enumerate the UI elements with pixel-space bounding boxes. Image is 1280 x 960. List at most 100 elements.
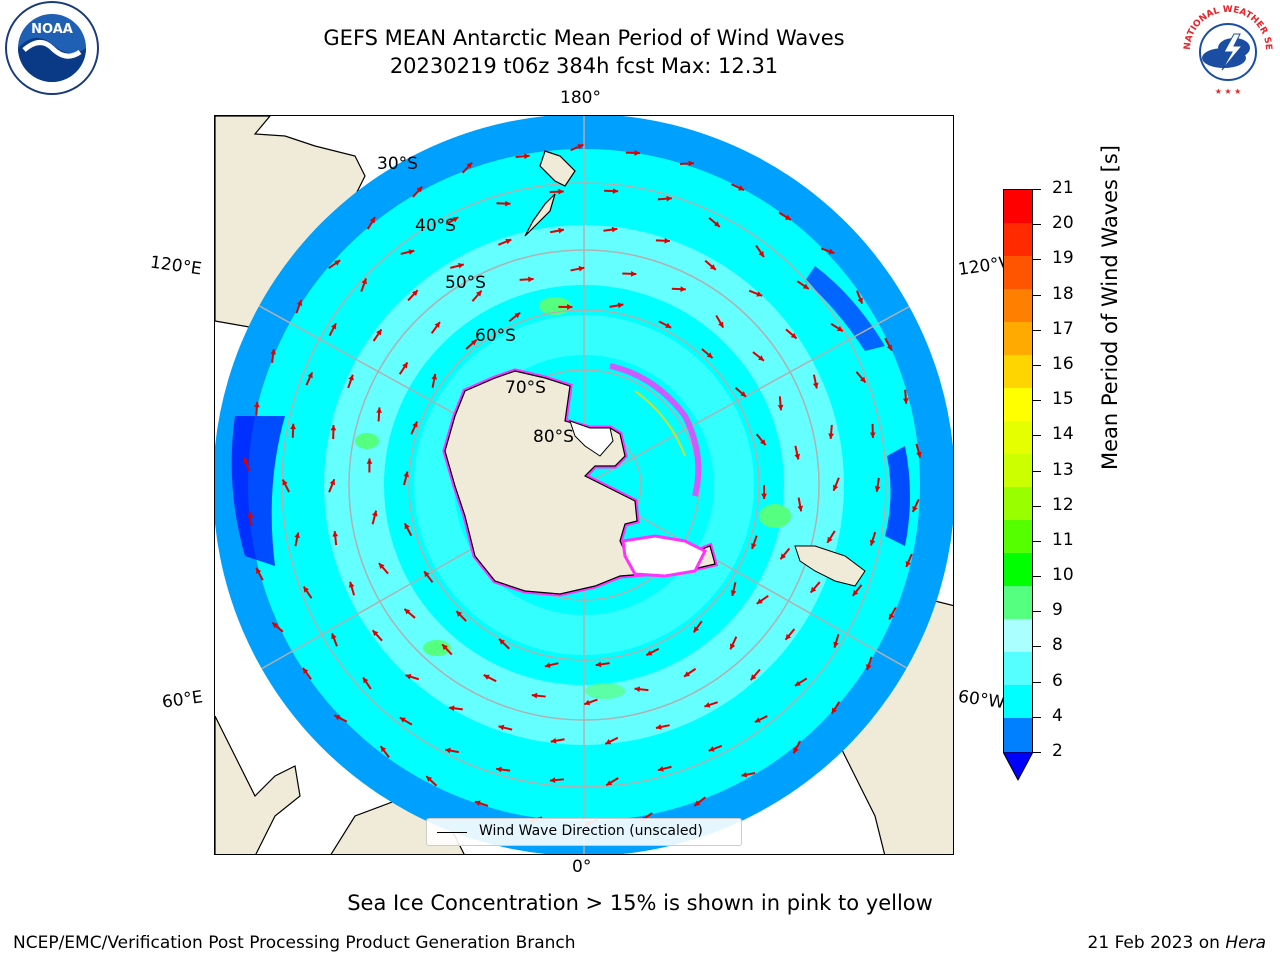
wind-arrow-head: [827, 536, 833, 543]
svg-text:60°S: 60°S: [475, 326, 516, 346]
wind-arrow-head: [550, 737, 557, 744]
wind-arrow-head: [282, 479, 288, 486]
lon-label-0: 0°: [572, 857, 592, 877]
colorbar-tick-label: 2: [1052, 741, 1063, 761]
colorbar-segment: [1004, 190, 1032, 224]
wind-arrow-head: [558, 188, 564, 195]
wind-arrow-head: [544, 662, 551, 669]
wind-arrow-head: [372, 510, 378, 517]
colorbar-tick: [1033, 435, 1041, 437]
latitude-labels: 30°S 40°S 50°S 60°S 70°S 80°S: [377, 154, 574, 447]
wind-arrow-head: [756, 598, 763, 604]
wind-arrow-head: [505, 238, 512, 245]
wind-arrow-head: [399, 717, 406, 723]
colorbar-tick-label: 11: [1052, 529, 1074, 550]
wind-arrow-head: [404, 523, 410, 530]
colorbar-segment: [1004, 652, 1032, 686]
svg-text:70°S: 70°S: [505, 378, 546, 398]
colorbar-tick-label: 12: [1052, 494, 1074, 515]
wind-arrow-head: [828, 433, 834, 439]
wind-arrow-head: [458, 262, 464, 269]
colorbar-segment: [1004, 718, 1032, 752]
wind-arrow-head: [290, 423, 296, 430]
wind-arrow-head: [794, 453, 801, 460]
wind-arrow-head: [408, 249, 415, 255]
colorbar-segment: [1004, 487, 1032, 521]
wind-arrow-head: [243, 457, 250, 464]
wind-arrow-head: [784, 214, 791, 220]
wind-arrow-head: [634, 686, 641, 693]
wind-arrow-head: [531, 692, 538, 699]
wind-arrow-head: [505, 200, 511, 207]
colorbar-segment: [1004, 421, 1032, 455]
land-masses: [524, 150, 576, 237]
wind-arrow-head: [514, 312, 521, 319]
wind-arrow-head: [376, 329, 382, 336]
wind-arrow-head: [348, 581, 355, 588]
colorbar-tick: [1033, 470, 1041, 472]
colorbar-segment: [1004, 355, 1032, 389]
lon-label-60w: 60°W: [956, 686, 1007, 714]
wind-arrow-head: [740, 391, 747, 397]
wind-arrow-head: [704, 702, 711, 708]
wind-arrow-head: [378, 563, 385, 569]
wind-arrow-head: [680, 286, 686, 293]
wind-arrow-head: [709, 264, 716, 270]
wind-arrow-head: [905, 561, 912, 568]
colorbar-tick: [1033, 716, 1041, 718]
wind-arrow-head: [549, 777, 556, 783]
wind-arrow-head: [404, 608, 411, 615]
wind-arrow-head: [578, 265, 585, 272]
wind-arrow-head: [470, 339, 477, 346]
wind-arrow-head: [334, 715, 341, 721]
colorbar-tick-label: 14: [1052, 424, 1074, 445]
colorbar-tick-label: 15: [1052, 389, 1074, 410]
polar-map: 30°S 40°S 50°S 60°S 70°S 80°S: [215, 116, 953, 854]
wind-arrow-head: [329, 479, 336, 486]
chart-title: GEFS MEAN Antarctic Mean Period of Wind …: [323, 26, 845, 50]
wind-arrow-head: [475, 290, 482, 297]
wind-arrow-head: [567, 304, 573, 310]
colorbar-segment: [1004, 289, 1032, 323]
lon-label-120e: 120°E: [148, 252, 203, 280]
wind-arrow-head: [802, 283, 809, 289]
colorbar-segment: [1004, 619, 1032, 653]
wind-arrow-head: [605, 739, 612, 745]
wind-arrow-head: [750, 674, 757, 681]
wind-arrow-head: [330, 323, 337, 330]
wind-arrow-head: [612, 188, 619, 194]
colorbar-tick-label: 17: [1052, 318, 1074, 339]
wind-arrow-head: [528, 276, 534, 283]
wind-arrow-head: [869, 432, 876, 438]
wind-arrow-head: [874, 486, 881, 492]
colorbar-segment: [1004, 553, 1032, 587]
lon-label-60e: 60°E: [160, 687, 205, 713]
legend-line-sample: [437, 832, 467, 833]
wind-arrow-head: [348, 374, 354, 381]
colorbar-under-extension: [1002, 751, 1034, 786]
wind-arrow-head: [416, 186, 423, 193]
wind-arrow-head: [852, 589, 859, 596]
wind-arrow-head: [869, 539, 876, 546]
footer-credit: NCEP/EMC/Verification Post Processing Pr…: [13, 933, 576, 953]
colorbar-tick-label: 10: [1052, 565, 1074, 586]
wind-arrow-head: [376, 407, 382, 413]
antarctica: [442, 363, 866, 597]
wind-arrow-head: [912, 505, 918, 512]
colorbar-tick-label: 6: [1052, 670, 1063, 691]
wind-arrow-head: [411, 290, 418, 297]
colorbar-tick-label: 18: [1052, 283, 1074, 304]
wind-arrow-head: [655, 724, 662, 730]
wind-arrow-head: [730, 590, 737, 596]
wind-arrow-head: [606, 780, 613, 786]
wind-arrow-head: [424, 571, 430, 578]
wind-arrow-head: [366, 458, 373, 464]
colorbar: [1003, 189, 1033, 752]
wind-arrow-head: [794, 680, 801, 686]
wind-arrow-head: [831, 707, 838, 714]
footer-date: 21 Feb 2023 on Hera: [1087, 933, 1266, 953]
colorbar-tick: [1033, 329, 1041, 331]
wind-arrow-head: [524, 153, 530, 160]
wind-arrow-head: [706, 352, 713, 359]
colorbar-tick: [1033, 364, 1041, 366]
